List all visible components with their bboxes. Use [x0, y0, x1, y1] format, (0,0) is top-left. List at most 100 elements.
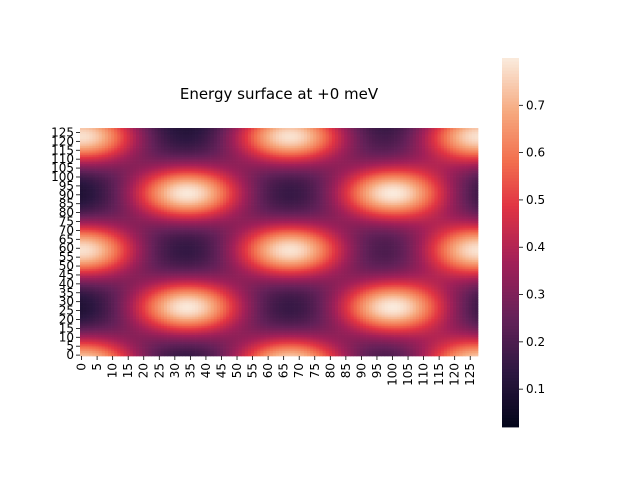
heat-cell [288, 327, 292, 330]
heat-cell [207, 306, 211, 309]
heat-cell [471, 315, 476, 318]
heat-cell [83, 336, 87, 339]
heat-cell [226, 307, 230, 311]
heat-cell [111, 297, 115, 300]
heat-cell [282, 293, 286, 296]
heat-cell [251, 297, 255, 300]
heat-cell [350, 332, 354, 335]
heat-cell [375, 329, 379, 332]
heat-cell [425, 322, 429, 325]
heat-cell [117, 322, 121, 325]
heat-cell [325, 309, 330, 312]
heat-cell [459, 320, 463, 323]
heat-cell [251, 299, 255, 302]
heat-cell [210, 311, 215, 314]
heat-cell [450, 320, 454, 323]
heat-cell [381, 307, 386, 311]
heat-cell [111, 347, 115, 350]
heat-cell [418, 345, 423, 348]
heat-cell [226, 338, 230, 341]
heat-cell [375, 347, 379, 350]
heat-cell [334, 350, 339, 353]
heat-cell [425, 339, 429, 343]
heat-cell [210, 334, 215, 337]
heat-cell [210, 323, 215, 327]
heat-cell [294, 338, 299, 341]
heat-cell [216, 338, 221, 341]
heat-cell [378, 322, 382, 325]
heat-cell [104, 329, 109, 332]
heat-cell [403, 306, 407, 309]
heat-cell [80, 291, 84, 295]
heat-cell [247, 311, 252, 314]
heat-cell [338, 295, 342, 298]
heat-cell [80, 293, 84, 296]
heat-cell [319, 311, 323, 314]
heat-cell [176, 313, 180, 316]
heat-cell [313, 290, 317, 293]
heat-cell [126, 336, 131, 339]
heat-cell [378, 293, 382, 296]
heat-cell [223, 339, 227, 343]
heat-cell [182, 331, 187, 334]
heat-cell [443, 348, 448, 352]
heat-cell [204, 311, 208, 314]
heat-cell [148, 291, 152, 295]
heat-cell [285, 329, 289, 332]
heat-cell [409, 350, 414, 353]
heat-cell [219, 291, 224, 295]
heat-cell [375, 338, 379, 341]
heat-cell [378, 291, 382, 295]
heat-cell [107, 339, 112, 343]
heat-cell [139, 302, 143, 305]
heat-cell [170, 315, 174, 318]
heat-cell [319, 347, 323, 350]
heat-cell [185, 313, 190, 316]
heat-cell [120, 318, 124, 321]
heat-cell [384, 293, 389, 296]
heat-cell [179, 352, 183, 355]
heat-cell [204, 348, 208, 352]
heat-cell [95, 343, 100, 346]
heat-cell [173, 297, 177, 300]
heat-cell [288, 286, 292, 289]
heat-cell [160, 347, 165, 350]
heat-cell [372, 304, 376, 307]
heat-cell [114, 315, 118, 318]
heat-cell [350, 352, 354, 355]
heat-cell [229, 343, 233, 346]
heat-cell [328, 315, 333, 318]
heat-cell [223, 315, 227, 318]
heat-cell [415, 315, 420, 318]
heat-cell [89, 306, 93, 309]
heat-cell [456, 306, 460, 309]
heat-cell [381, 290, 386, 293]
heat-cell [129, 327, 134, 330]
heat-cell [331, 318, 336, 321]
heat-cell [241, 341, 246, 344]
heat-cell [263, 290, 267, 293]
heat-cell [353, 350, 358, 353]
heat-cell [347, 339, 351, 343]
heat-cell [378, 313, 382, 316]
heat-cell [415, 339, 420, 343]
heat-cell [244, 297, 249, 300]
heat-cell [422, 299, 426, 302]
heat-cell [219, 339, 224, 343]
heat-cell [334, 348, 339, 352]
heat-cell [191, 343, 196, 346]
heat-cell [282, 341, 286, 344]
heat-cell [223, 316, 227, 319]
heat-cell [300, 311, 305, 314]
heat-cell [207, 304, 211, 307]
heat-cell [328, 313, 333, 316]
heat-cell [334, 343, 339, 346]
heat-cell [226, 304, 230, 307]
heat-cell [297, 313, 302, 316]
heat-cell [173, 318, 177, 321]
heat-cell [409, 295, 414, 298]
heat-cell [151, 341, 155, 344]
heat-cell [406, 313, 410, 316]
heat-cell [235, 354, 239, 357]
heat-cell [98, 339, 103, 343]
